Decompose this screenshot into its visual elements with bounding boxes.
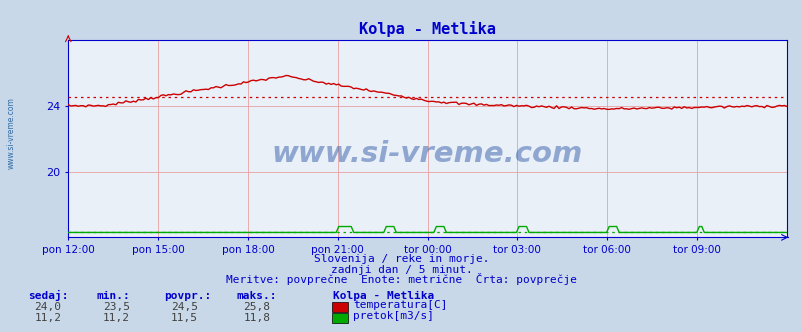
Text: sedaj:: sedaj: bbox=[28, 290, 68, 301]
Text: 24,0: 24,0 bbox=[34, 302, 62, 312]
Text: www.si-vreme.com: www.si-vreme.com bbox=[272, 140, 582, 168]
Text: 11,8: 11,8 bbox=[243, 313, 270, 323]
Text: Slovenija / reke in morje.: Slovenija / reke in morje. bbox=[314, 254, 488, 264]
Text: www.si-vreme.com: www.si-vreme.com bbox=[6, 97, 15, 169]
Text: 11,5: 11,5 bbox=[171, 313, 198, 323]
Text: 11,2: 11,2 bbox=[34, 313, 62, 323]
Text: 11,2: 11,2 bbox=[103, 313, 130, 323]
Title: Kolpa - Metlika: Kolpa - Metlika bbox=[358, 21, 496, 37]
Text: min.:: min.: bbox=[96, 291, 130, 301]
Text: 25,8: 25,8 bbox=[243, 302, 270, 312]
Text: maks.:: maks.: bbox=[237, 291, 277, 301]
Text: zadnji dan / 5 minut.: zadnji dan / 5 minut. bbox=[330, 265, 472, 275]
Text: Meritve: povprečne  Enote: metrične  Črta: povprečje: Meritve: povprečne Enote: metrične Črta:… bbox=[225, 273, 577, 285]
Text: pretok[m3/s]: pretok[m3/s] bbox=[353, 311, 434, 321]
Text: 24,5: 24,5 bbox=[171, 302, 198, 312]
Text: 23,5: 23,5 bbox=[103, 302, 130, 312]
Text: Kolpa - Metlika: Kolpa - Metlika bbox=[333, 291, 434, 301]
Text: povpr.:: povpr.: bbox=[164, 291, 212, 301]
Text: temperatura[C]: temperatura[C] bbox=[353, 300, 448, 310]
